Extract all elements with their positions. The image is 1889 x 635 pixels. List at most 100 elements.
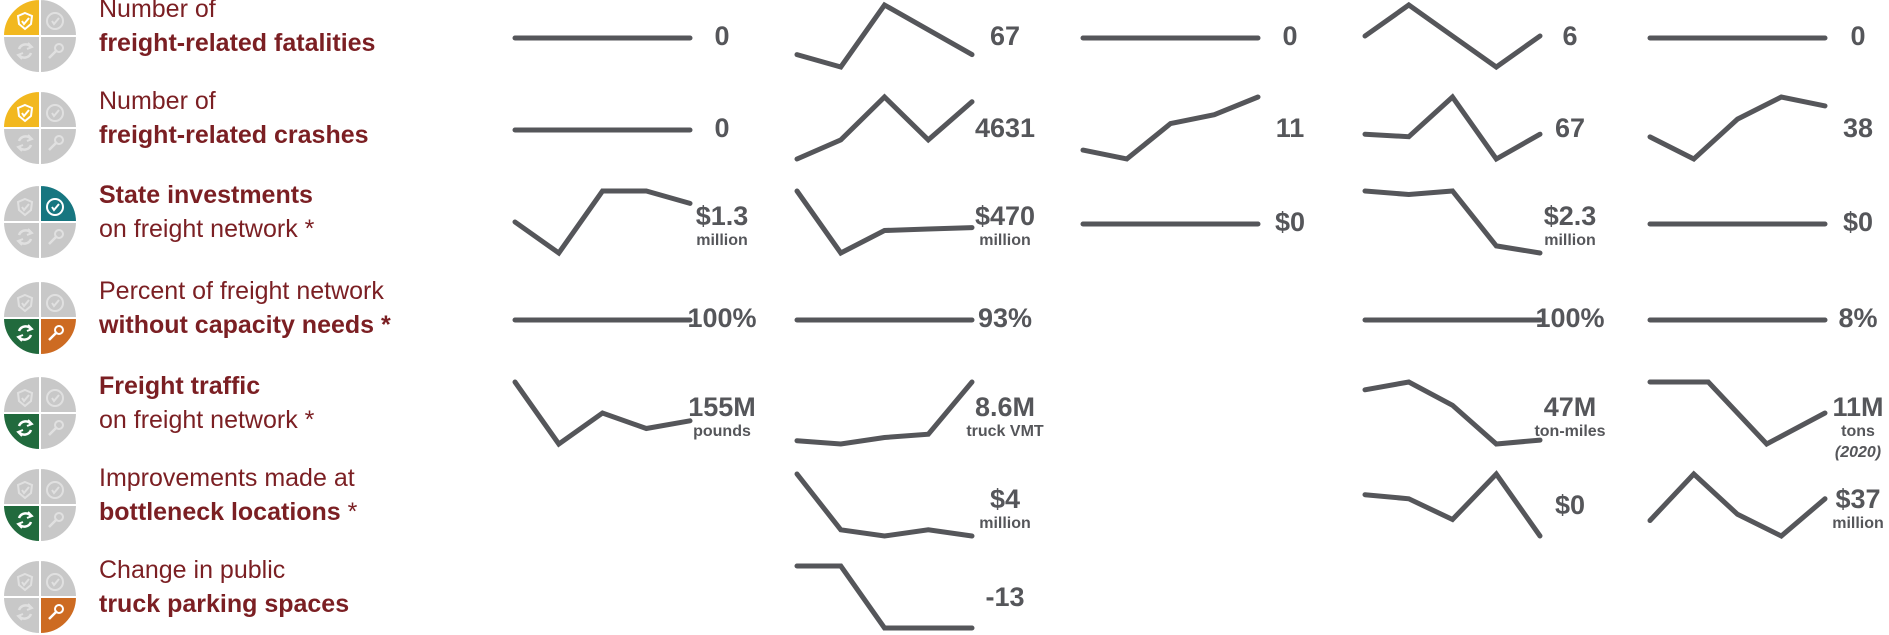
mobility-quadrant [39, 279, 79, 319]
sparkline-series [1647, 94, 1828, 163]
reliability-glyph-icon [16, 134, 34, 152]
row-label-line: truck parking spaces [99, 590, 349, 618]
sparkline-unit-label: ton-miles [1534, 423, 1605, 440]
measure-category-icon [1, 183, 79, 261]
sparkline-unit-label: million [979, 232, 1031, 249]
reliability-glyph-icon [16, 42, 34, 60]
mobility-glyph-icon [46, 104, 64, 122]
value-label-layer: 0 67 0 6 00 4631 11 67 38$1.3million$470million$… [687, 21, 1883, 612]
mobility-glyph-icon [46, 481, 64, 499]
icon-layer [1, 0, 79, 635]
sparkline-value-label: $37 [1835, 484, 1880, 514]
infrastructure-glyph-icon [48, 604, 64, 620]
mobility-glyph-icon [46, 198, 64, 216]
measure-category-icon [1, 279, 79, 357]
infrastructure-quadrant [39, 317, 79, 357]
row-label-line: on freight network * [99, 406, 315, 434]
row-label-line: State investments [99, 181, 313, 209]
mobility-glyph-icon [46, 389, 64, 407]
sparkline-value-label: $1.3 [696, 201, 749, 231]
mobility-quadrant [39, 0, 79, 37]
sparkline-series [794, 379, 975, 447]
sparkline-value-label: 155M [688, 392, 756, 422]
sparkline-note-label: (2020) [1835, 444, 1881, 461]
sparkline-value-label: 8% [1838, 303, 1877, 333]
sparkline-value-label: 11 [1276, 113, 1305, 143]
sparkline-series [794, 93, 975, 162]
mobility-glyph-icon [46, 294, 64, 312]
safety-quadrant [1, 0, 41, 37]
row-label-line: Number of [99, 0, 216, 23]
sparkline-value-label: 0 [1850, 21, 1865, 51]
row-label-line: freight-related fatalities [99, 29, 375, 57]
sparkline-value-label: $2.3 [1544, 201, 1597, 231]
row-label-line: on freight network * [99, 215, 315, 243]
sparkline-value-label: 0 [714, 21, 729, 51]
infrastructure-quadrant [39, 35, 79, 75]
infrastructure-quadrant [39, 127, 79, 167]
infrastructure-quadrant [39, 221, 79, 261]
infrastructure-glyph-icon [48, 135, 64, 151]
sparkline-unit-label: truck VMT [966, 423, 1044, 440]
safety-glyph-icon [16, 480, 34, 500]
sparkline-value-label: 100% [687, 303, 756, 333]
sparkline-value-label: 0 [1282, 21, 1297, 51]
row-label-line: Number of [99, 87, 216, 115]
infrastructure-glyph-icon [48, 512, 64, 528]
reliability-quadrant [1, 221, 41, 261]
safety-quadrant [1, 466, 41, 506]
sparkline-series [1362, 1, 1543, 71]
safety-glyph-icon [16, 11, 34, 31]
mobility-glyph-icon [46, 12, 64, 30]
row-label-line: Improvements made at [99, 464, 355, 492]
sparkline-unit-label: tons [1841, 423, 1875, 440]
sparkline-unit-label: million [696, 232, 748, 249]
sparkline-series [1362, 379, 1543, 447]
sparkline-value-label: $470 [975, 201, 1035, 231]
row-label-line: freight-related crashes [99, 121, 369, 149]
measure-category-icon [1, 374, 79, 452]
safety-quadrant [1, 183, 41, 223]
sparkline-series [1362, 470, 1543, 539]
measure-category-icon [1, 466, 79, 544]
infrastructure-quadrant [39, 596, 79, 635]
sparkline-series [1647, 470, 1828, 539]
row-label-line: without capacity needs * [98, 311, 391, 339]
sparkline-series [794, 563, 975, 631]
reliability-quadrant [1, 596, 41, 635]
safety-quadrant [1, 374, 41, 414]
infrastructure-glyph-icon [48, 420, 64, 436]
sparkline-value-label: 8.6M [975, 392, 1035, 422]
safety-quadrant [1, 558, 41, 598]
reliability-glyph-icon [16, 228, 34, 246]
sparkline-series [1362, 93, 1543, 163]
safety-glyph-icon [16, 388, 34, 408]
reliability-glyph-icon [16, 603, 34, 621]
row-label-line: Percent of freight network [99, 277, 384, 305]
sparkline-value-label: 67 [1555, 113, 1585, 143]
mobility-quadrant [39, 89, 79, 129]
sparkline-value-label: 100% [1535, 303, 1604, 333]
mobility-quadrant [39, 558, 79, 598]
sparkline-value-label: 4631 [975, 113, 1035, 143]
infrastructure-quadrant [39, 412, 79, 452]
safety-glyph-icon [16, 197, 34, 217]
sparkline-layer [512, 1, 1828, 631]
measure-category-icon [1, 0, 79, 75]
sparkline-series [1647, 379, 1828, 448]
sparkline-unit-label: million [1544, 232, 1596, 249]
reliability-glyph-icon [16, 511, 34, 529]
sparkline-series [794, 1, 975, 70]
sparkline-value-label: 38 [1843, 113, 1873, 143]
sparkline-series [1362, 188, 1543, 256]
sparkline-unit-label: million [1832, 515, 1884, 532]
mobility-quadrant [39, 183, 79, 223]
sparkline-unit-label: million [979, 515, 1031, 532]
sparkline-unit-label: pounds [693, 423, 751, 440]
sparkline-value-label: 47M [1544, 392, 1597, 422]
sparkline-value-label: $0 [1843, 207, 1873, 237]
sparkline-value-label: 6 [1562, 21, 1577, 51]
reliability-quadrant [1, 127, 41, 167]
measure-category-icon [1, 558, 79, 635]
